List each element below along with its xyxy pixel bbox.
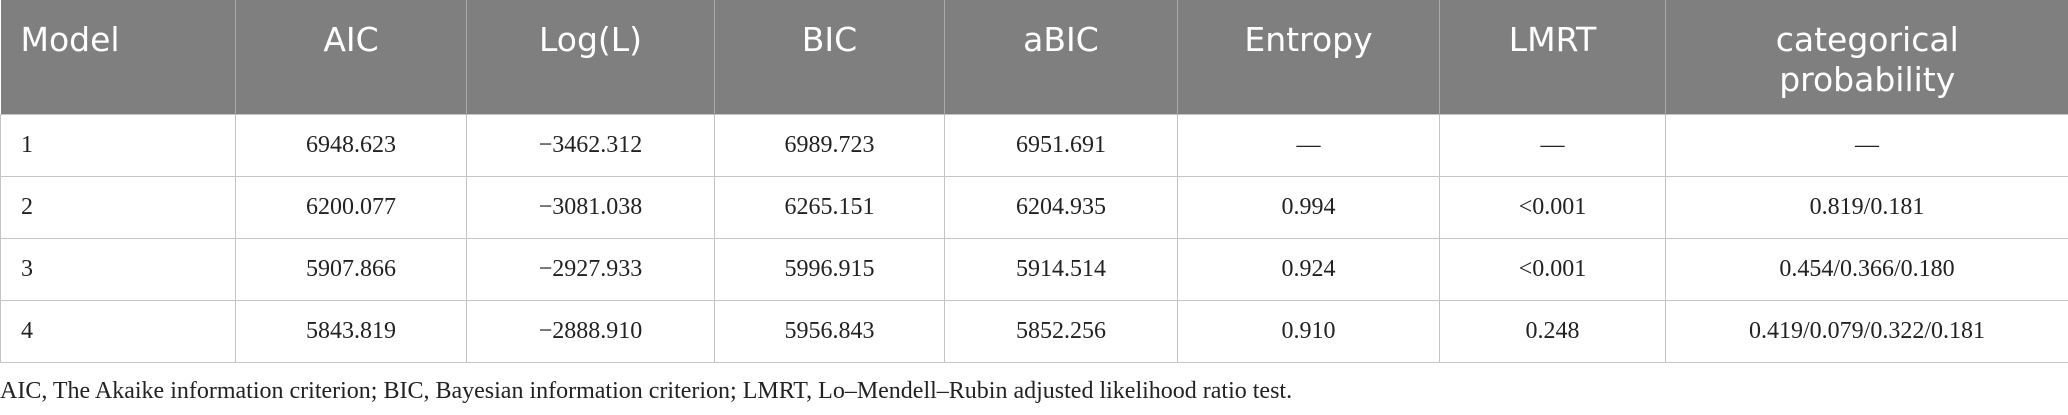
header-cell: Model — [0, 0, 236, 114]
table-cell: 0.454/0.366/0.180 — [1665, 237, 2068, 301]
table-cell: 6989.723 — [714, 113, 945, 177]
table-cell: 0.419/0.079/0.322/0.181 — [1665, 299, 2068, 363]
table-row: 2 6200.077 −3081.038 6265.151 6204.935 0.994 <… — [0, 175, 2068, 239]
table-cell: 0.910 — [1177, 299, 1440, 363]
table-cell: — — [1439, 113, 1666, 177]
table-cell: 2 — [0, 175, 236, 239]
table-cell: 3 — [0, 237, 236, 301]
table-cell: 5914.514 — [944, 237, 1178, 301]
header-cell: Entropy — [1177, 0, 1440, 114]
table-cell: −2927.933 — [466, 237, 715, 301]
table-cell: 5907.866 — [235, 237, 467, 301]
header-cell: AIC — [235, 0, 467, 114]
header-row: Model AIC Log(L) BIC aBIC Entropy LMRT categori… — [0, 0, 2068, 114]
table-cell: 0.819/0.181 — [1665, 175, 2068, 239]
table-cell: 5956.843 — [714, 299, 945, 363]
header-cell: BIC — [714, 0, 945, 114]
table-cell: −3462.312 — [466, 113, 715, 177]
table-cell: 5852.256 — [944, 299, 1178, 363]
table-cell: — — [1177, 113, 1440, 177]
table-cell: 0.924 — [1177, 237, 1440, 301]
header-cell: aBIC — [944, 0, 1178, 114]
table-cell: 6200.077 — [235, 175, 467, 239]
table-cell: 6204.935 — [944, 175, 1178, 239]
table-cell: 4 — [0, 299, 236, 363]
results-table: Model AIC Log(L) BIC aBIC Entropy LMRT categori… — [0, 0, 2068, 363]
table-row: 3 5907.866 −2927.933 5996.915 5914.514 0.924 <… — [0, 237, 2068, 301]
table-cell: — — [1665, 113, 2068, 177]
table-cell: 6265.151 — [714, 175, 945, 239]
table-cell: <0.001 — [1439, 175, 1666, 239]
header-cell: categorical probability — [1665, 0, 2068, 114]
table-cell: 6948.623 — [235, 113, 467, 177]
table-cell: 6951.691 — [944, 113, 1178, 177]
table-cell: <0.001 — [1439, 237, 1666, 301]
table-cell: 5996.915 — [714, 237, 945, 301]
table-body: 1 6948.623 −3462.312 6989.723 6951.691— — —2 62… — [0, 113, 2068, 363]
header-cell: Log(L) — [466, 0, 715, 114]
table-row: 1 6948.623 −3462.312 6989.723 6951.691— — — — [0, 113, 2068, 177]
table-cell: 0.994 — [1177, 175, 1440, 239]
footnote: AIC, The Akaike information criterion; B… — [0, 378, 1293, 404]
table-cell: 0.248 — [1439, 299, 1666, 363]
table-cell: 5843.819 — [235, 299, 467, 363]
table-cell: −3081.038 — [466, 175, 715, 239]
table-cell: −2888.910 — [466, 299, 715, 363]
table-cell: 1 — [0, 113, 236, 177]
header-cell: LMRT — [1439, 0, 1666, 114]
table-row: 4 5843.819 −2888.910 5956.843 5852.256 0.910 0… — [0, 299, 2068, 363]
